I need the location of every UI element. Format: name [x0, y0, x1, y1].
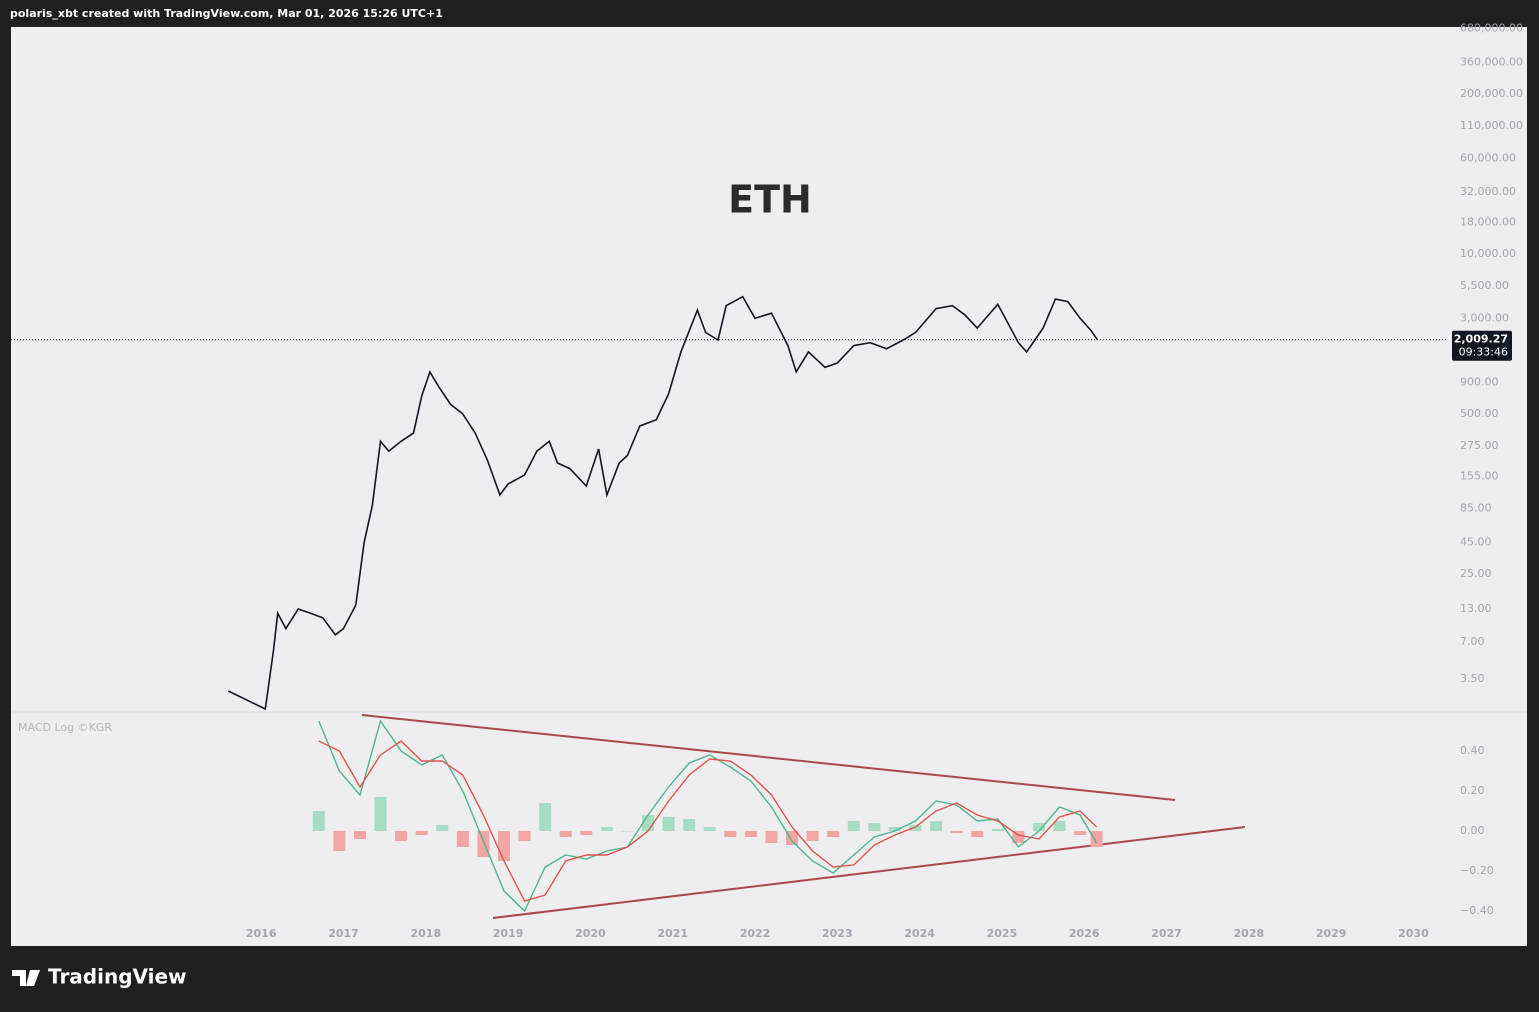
- x-tick-label: 2020: [575, 927, 606, 940]
- histogram-bar: [971, 831, 984, 837]
- macd-line: [318, 740, 1098, 902]
- histogram-bar: [827, 831, 840, 837]
- x-tick-label: 2016: [246, 927, 277, 940]
- histogram-bar: [1032, 823, 1045, 831]
- y-tick-label: 360,000.00: [1460, 56, 1523, 69]
- histogram-bar: [744, 831, 757, 837]
- histogram-bar: [353, 831, 366, 839]
- indicator-title: MACD Log ©KGR: [18, 721, 112, 734]
- y-tick-label: −0.40: [1460, 904, 1494, 917]
- x-tick-label: 2019: [493, 927, 524, 940]
- histogram-bar: [415, 831, 428, 835]
- histogram-bar: [683, 819, 696, 831]
- histogram-bar: [950, 831, 963, 833]
- x-tick-label: 2025: [987, 927, 1018, 940]
- y-tick-label: 110,000.00: [1460, 119, 1523, 132]
- histogram-bar: [765, 831, 778, 843]
- x-tick-label: 2028: [1234, 927, 1265, 940]
- price-line: [227, 295, 1099, 711]
- logo-icon: [12, 970, 40, 986]
- histogram-bar: [1074, 831, 1087, 835]
- x-tick-label: 2026: [1069, 927, 1100, 940]
- x-tick-label: 2024: [904, 927, 935, 940]
- histogram-bar: [1090, 831, 1103, 847]
- chart-title: ETH: [728, 178, 812, 222]
- x-tick-label: 2017: [328, 927, 359, 940]
- x-tick-label: 2023: [822, 927, 853, 940]
- x-tick-label: 2027: [1151, 927, 1182, 940]
- histogram-bar: [497, 831, 510, 861]
- histogram-bar: [333, 831, 346, 851]
- y-tick-label: 500.00: [1460, 407, 1499, 420]
- macd-line: [318, 719, 1098, 913]
- y-tick-label: 13.00: [1460, 602, 1492, 615]
- histogram-bar: [703, 827, 716, 831]
- x-tick-label: 2018: [410, 927, 441, 940]
- histogram-bar: [580, 831, 593, 835]
- histogram-bar: [991, 829, 1004, 831]
- histogram-bar: [436, 825, 449, 831]
- histogram-bar: [518, 831, 531, 841]
- countdown: 09:33:46: [1459, 346, 1508, 359]
- histogram-bar: [662, 817, 675, 831]
- y-tick-label: 680,000.00: [1460, 22, 1523, 35]
- y-tick-label: −0.20: [1460, 864, 1494, 877]
- histogram-bar: [806, 831, 819, 841]
- histogram-bar: [374, 797, 387, 831]
- histogram-bar: [888, 827, 901, 831]
- histogram-bar: [909, 825, 922, 831]
- histogram-bar: [724, 831, 737, 837]
- chart-area: [11, 27, 1527, 946]
- histogram-bar: [847, 821, 860, 831]
- histogram-bar: [456, 831, 469, 847]
- y-tick-label: 7.00: [1460, 635, 1485, 648]
- y-tick-label: 200,000.00: [1460, 87, 1523, 100]
- y-tick-label: 10,000.00: [1460, 247, 1516, 260]
- y-tick-label: 0.20: [1460, 784, 1485, 797]
- histogram-bar: [868, 823, 881, 831]
- y-tick-label: 900.00: [1460, 376, 1499, 389]
- histogram-bar: [477, 831, 490, 857]
- x-tick-label: 2021: [657, 927, 688, 940]
- y-tick-label: 275.00: [1460, 439, 1499, 452]
- x-tick-label: 2022: [740, 927, 771, 940]
- header-text: polaris_xbt created with TradingView.com…: [10, 7, 443, 20]
- x-tick-label: 2029: [1316, 927, 1347, 940]
- y-tick-label: 18,000.00: [1460, 216, 1516, 229]
- histogram-bar: [559, 831, 572, 837]
- y-tick-label: 25.00: [1460, 567, 1492, 580]
- histogram-bar: [642, 815, 655, 831]
- histogram-bar: [312, 811, 325, 831]
- y-tick-label: 0.40: [1460, 744, 1485, 757]
- histogram-bar: [539, 803, 552, 831]
- y-tick-label: 32,000.00: [1460, 185, 1516, 198]
- footer-logo: TradingView: [12, 965, 187, 989]
- y-tick-label: 5,500.00: [1460, 279, 1509, 292]
- y-tick-label: 155.00: [1460, 470, 1499, 483]
- y-tick-label: 0.00: [1460, 824, 1485, 837]
- trendline-lower: [492, 826, 1246, 919]
- y-tick-label: 60,000.00: [1460, 151, 1516, 164]
- histogram-bar: [621, 831, 634, 832]
- price-badge: [1452, 330, 1512, 361]
- histogram-bar: [395, 831, 408, 841]
- last-price-label: 2,009.27: [1454, 333, 1508, 346]
- y-tick-label: 3.50: [1460, 672, 1485, 685]
- histogram-bar: [1012, 831, 1025, 843]
- histogram-bar: [786, 831, 799, 845]
- y-tick-label: 85.00: [1460, 502, 1492, 515]
- histogram-bar: [930, 821, 943, 831]
- histogram-bar: [600, 827, 613, 831]
- histogram-bar: [1053, 821, 1066, 831]
- brand: TradingView: [48, 965, 187, 989]
- y-tick-label: 45.00: [1460, 536, 1492, 549]
- y-tick-label: 3,000.00: [1460, 311, 1509, 324]
- x-tick-label: 2030: [1398, 927, 1429, 940]
- trendline-upper: [361, 714, 1176, 801]
